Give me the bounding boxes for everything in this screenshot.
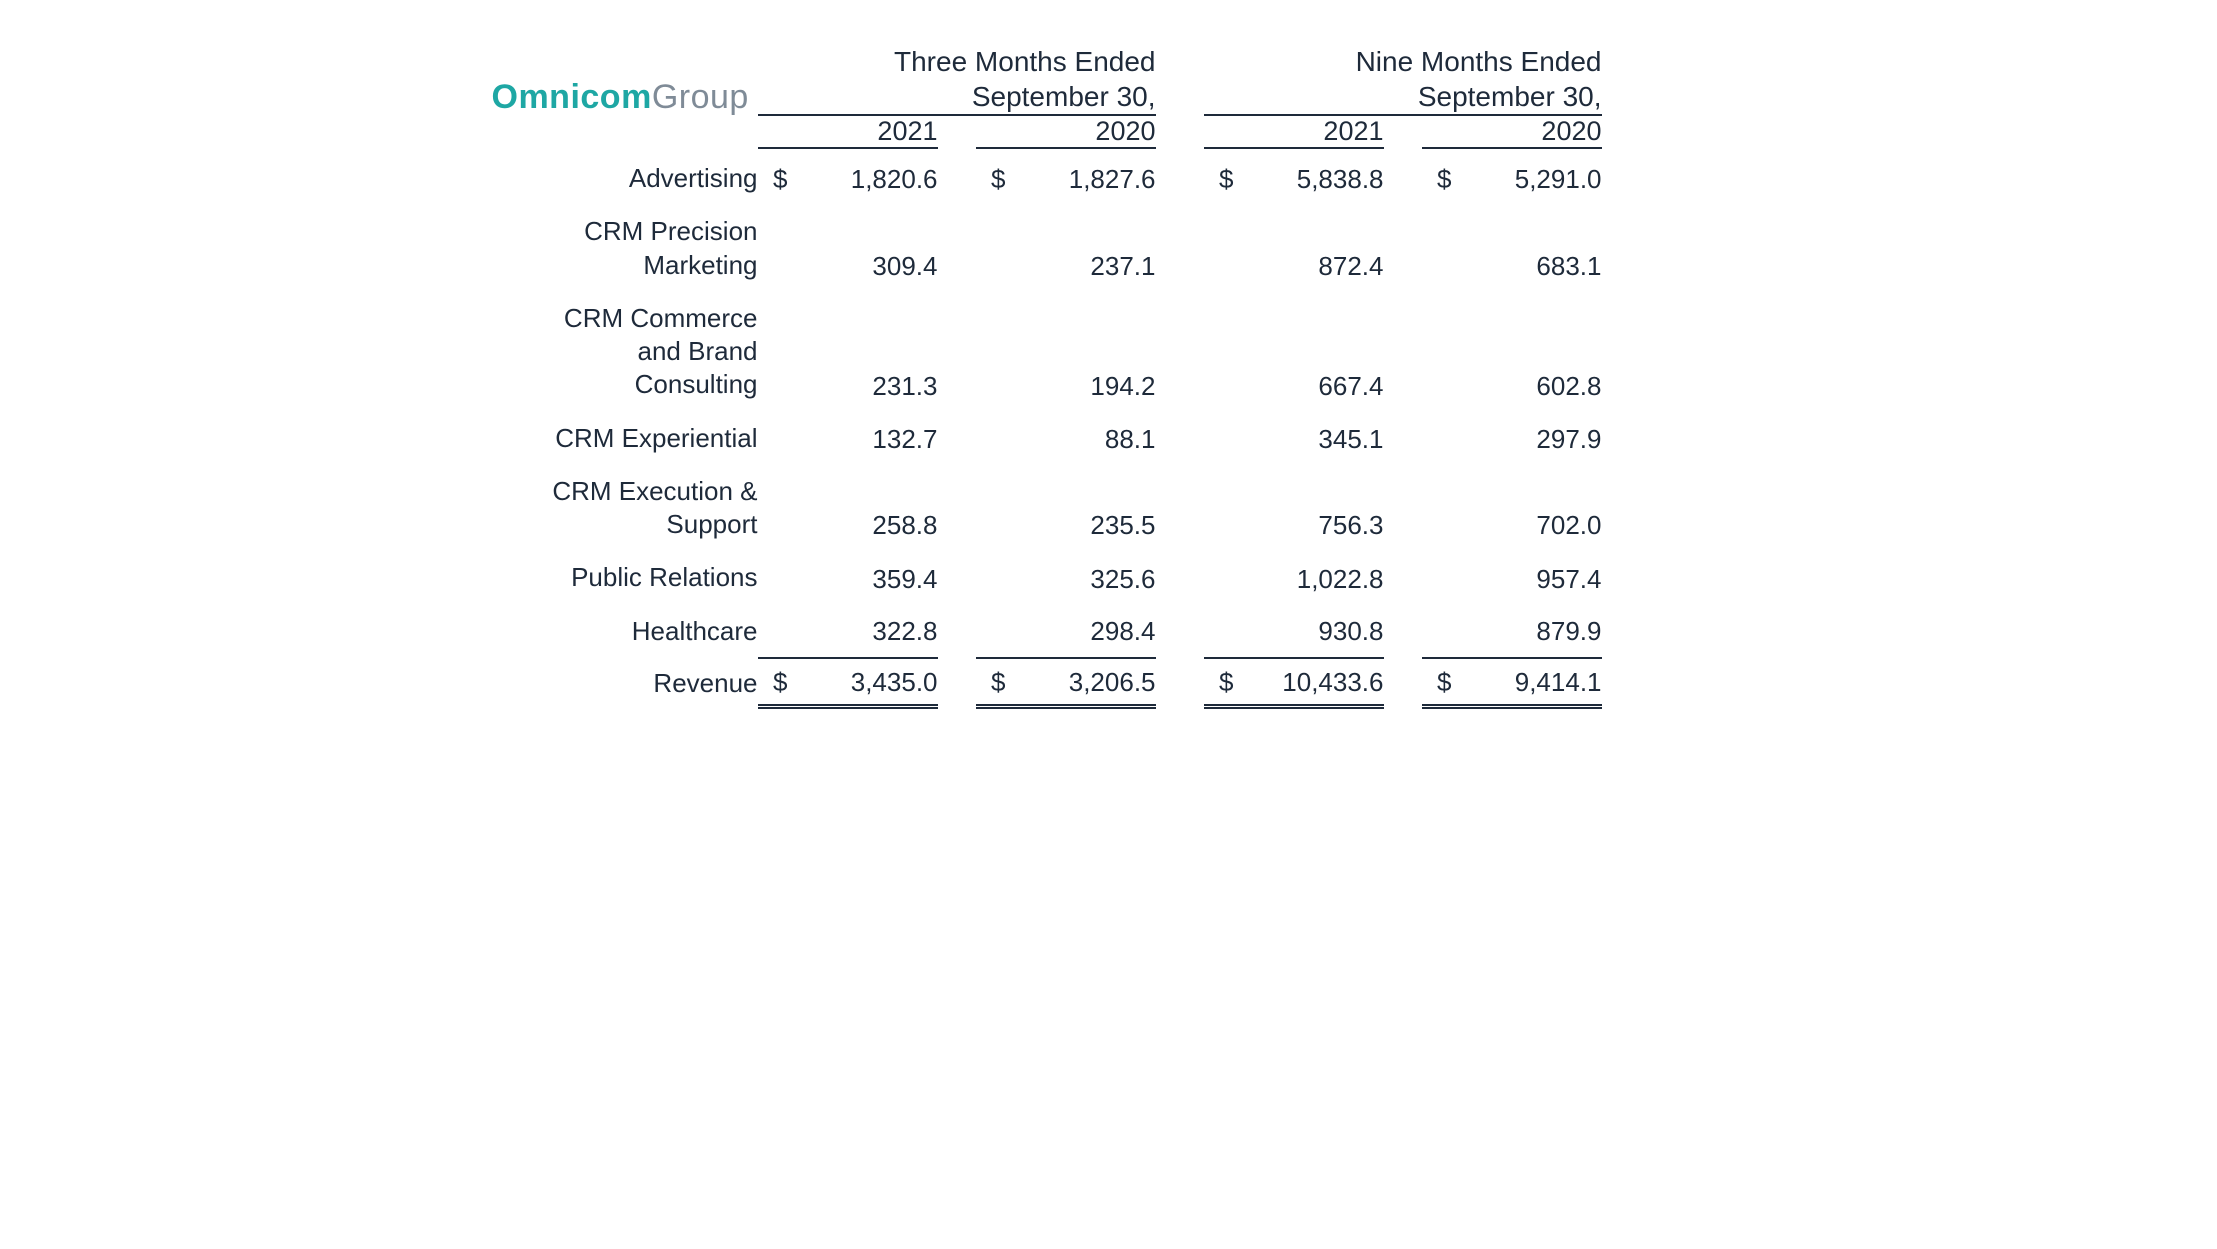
cell-value: 5,838.8 [1234,148,1384,205]
cell-value: 231.3 [788,292,938,412]
cell-value: 297.9 [1452,412,1602,465]
cell-value: 325.6 [1006,551,1156,604]
currency-symbol: $ [976,148,1006,205]
period-header-2: Nine Months Ended September 30, [1204,44,1602,115]
cell-value: 1,022.8 [1234,551,1384,604]
cell-value: 258.8 [788,465,938,552]
page: OmnicomGroup Three Months Ended Septembe… [370,0,1848,832]
currency-symbol: $ [1422,658,1452,707]
total-value: 3,206.5 [1006,658,1156,707]
table-row: CRM Execution & Support 258.8 235.5 756.… [528,465,1602,552]
period-header-row: Three Months Ended September 30, Nine Mo… [528,44,1602,115]
row-label: Healthcare [528,605,758,658]
period-1-line2: September 30, [972,81,1156,112]
period-1-line1: Three Months Ended [894,46,1156,77]
cell-value: 957.4 [1452,551,1602,604]
total-value: 3,435.0 [788,658,938,707]
currency-symbol: $ [758,148,788,205]
table-row: CRM Experiential 132.7 88.1 345.1 297.9 [528,412,1602,465]
cell-value: 602.8 [1452,292,1602,412]
table-row: Advertising $ 1,820.6 $ 1,827.6 $ 5,838.… [528,148,1602,205]
total-value: 9,414.1 [1452,658,1602,707]
row-label: CRM Execution & Support [528,465,758,552]
row-label: CRM Precision Marketing [528,205,758,292]
cell-value: 930.8 [1234,605,1384,658]
currency-symbol: $ [976,658,1006,707]
cell-value: 298.4 [1006,605,1156,658]
table-row: CRM Commerce and Brand Consulting 231.3 … [528,292,1602,412]
year-header: 2020 [1422,115,1602,148]
cell-value: 322.8 [788,605,938,658]
period-2-line1: Nine Months Ended [1356,46,1602,77]
year-header: 2020 [976,115,1156,148]
row-label: CRM Experiential [528,412,758,465]
cell-value: 667.4 [1234,292,1384,412]
cell-value: 756.3 [1234,465,1384,552]
cell-value: 5,291.0 [1452,148,1602,205]
row-label: CRM Commerce and Brand Consulting [528,292,758,412]
period-2-line2: September 30, [1418,81,1602,112]
cell-value: 702.0 [1452,465,1602,552]
cell-value: 872.4 [1234,205,1384,292]
cell-value: 879.9 [1452,605,1602,658]
total-label: Revenue [528,658,758,707]
table-row: Healthcare 322.8 298.4 930.8 879.9 [528,605,1602,658]
currency-symbol: $ [1204,658,1234,707]
cell-value: 345.1 [1234,412,1384,465]
currency-symbol: $ [1204,148,1234,205]
total-row: Revenue $ 3,435.0 $ 3,206.5 $ 10,433.6 $… [528,658,1602,707]
cell-value: 132.7 [788,412,938,465]
cell-value: 1,820.6 [788,148,938,205]
cell-value: 1,827.6 [1006,148,1156,205]
year-header: 2021 [1204,115,1384,148]
table-row: CRM Precision Marketing 309.4 237.1 872.… [528,205,1602,292]
year-header: 2021 [758,115,938,148]
cell-value: 683.1 [1452,205,1602,292]
period-header-1: Three Months Ended September 30, [758,44,1156,115]
financial-table: Three Months Ended September 30, Nine Mo… [528,44,1602,709]
cell-value: 88.1 [1006,412,1156,465]
cell-value: 194.2 [1006,292,1156,412]
row-label: Advertising [528,148,758,205]
cell-value: 359.4 [788,551,938,604]
currency-symbol: $ [758,658,788,707]
cell-value: 237.1 [1006,205,1156,292]
year-header-row: 2021 2020 2021 2020 [528,115,1602,148]
cell-value: 309.4 [788,205,938,292]
total-value: 10,433.6 [1234,658,1384,707]
currency-symbol: $ [1422,148,1452,205]
cell-value: 235.5 [1006,465,1156,552]
row-label: Public Relations [528,551,758,604]
table-row: Public Relations 359.4 325.6 1,022.8 957… [528,551,1602,604]
